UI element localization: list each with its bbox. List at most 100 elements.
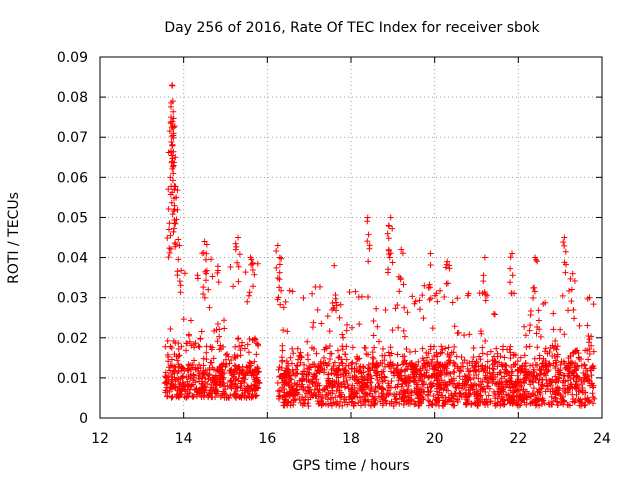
data-point xyxy=(314,385,321,392)
data-point xyxy=(455,384,462,391)
data-point xyxy=(166,220,173,227)
data-point xyxy=(320,386,327,393)
data-point xyxy=(529,390,536,397)
data-point xyxy=(220,388,227,395)
data-point xyxy=(332,295,339,302)
data-point xyxy=(208,386,215,393)
data-point xyxy=(329,378,336,384)
data-point xyxy=(283,358,290,365)
data-point xyxy=(320,354,327,361)
data-point xyxy=(303,373,310,380)
data-point xyxy=(239,339,246,346)
data-point xyxy=(548,393,555,400)
data-point xyxy=(227,392,234,399)
data-point xyxy=(200,355,207,362)
data-point xyxy=(309,393,316,400)
data-point xyxy=(586,350,593,357)
data-point xyxy=(448,395,455,402)
data-point xyxy=(427,284,434,291)
data-point xyxy=(354,380,361,387)
data-point xyxy=(171,367,178,374)
data-point xyxy=(401,357,408,364)
data-point xyxy=(424,384,431,391)
data-point xyxy=(483,375,490,382)
data-point xyxy=(407,366,414,373)
data-point xyxy=(435,397,442,404)
data-point xyxy=(317,361,324,368)
data-point xyxy=(442,345,449,352)
data-point xyxy=(179,364,186,371)
data-point xyxy=(339,360,346,367)
data-point xyxy=(522,332,529,339)
data-point xyxy=(430,365,437,372)
data-point xyxy=(172,364,179,371)
data-point xyxy=(381,374,388,381)
data-point xyxy=(484,358,491,365)
data-point xyxy=(584,373,591,380)
data-point xyxy=(530,295,537,302)
data-point xyxy=(324,313,331,320)
data-point xyxy=(168,199,175,206)
data-point xyxy=(166,245,173,252)
data-point xyxy=(329,306,336,313)
data-point xyxy=(167,343,174,350)
data-point xyxy=(517,382,524,389)
data-point xyxy=(174,392,181,399)
data-point xyxy=(416,297,423,304)
data-point xyxy=(400,281,407,288)
data-point xyxy=(585,339,592,346)
data-point xyxy=(290,396,297,403)
data-point xyxy=(412,348,419,355)
data-point xyxy=(508,290,515,297)
y-tick-label: 0.05 xyxy=(57,210,88,226)
data-point xyxy=(369,354,376,361)
data-point xyxy=(550,326,557,333)
data-point xyxy=(216,364,223,371)
data-point xyxy=(309,290,316,297)
data-point xyxy=(549,342,556,349)
data-point xyxy=(326,342,333,349)
data-point xyxy=(427,295,434,302)
data-point xyxy=(187,317,194,324)
data-point xyxy=(234,259,241,266)
data-point xyxy=(434,298,441,305)
data-point xyxy=(252,385,259,392)
data-point xyxy=(470,354,477,361)
data-point xyxy=(540,355,547,362)
data-point xyxy=(536,355,543,362)
data-point xyxy=(172,220,179,227)
data-point xyxy=(509,368,516,375)
data-point xyxy=(479,396,486,403)
data-point xyxy=(425,389,432,396)
data-point xyxy=(552,373,559,380)
data-point xyxy=(197,365,204,372)
data-point xyxy=(588,342,595,349)
data-point xyxy=(496,380,503,387)
data-point xyxy=(333,401,340,408)
data-point xyxy=(564,373,571,380)
data-point xyxy=(231,362,238,369)
data-point xyxy=(289,288,296,295)
data-point xyxy=(389,259,396,266)
data-point xyxy=(274,242,281,249)
data-point xyxy=(285,383,292,390)
data-point xyxy=(484,351,491,358)
data-point xyxy=(479,365,486,372)
data-point xyxy=(304,400,311,407)
data-point xyxy=(379,396,386,403)
data-point xyxy=(378,369,385,376)
data-point xyxy=(580,370,587,377)
data-point xyxy=(498,375,505,382)
data-point xyxy=(232,355,239,362)
data-point xyxy=(285,379,292,386)
x-tick-label: 16 xyxy=(258,431,276,447)
data-point xyxy=(358,370,365,377)
data-point xyxy=(168,344,175,351)
data-point xyxy=(385,235,392,242)
data-point xyxy=(439,346,446,353)
data-point xyxy=(546,401,553,408)
data-point xyxy=(521,323,528,330)
data-point xyxy=(299,378,306,385)
data-point xyxy=(175,361,182,368)
